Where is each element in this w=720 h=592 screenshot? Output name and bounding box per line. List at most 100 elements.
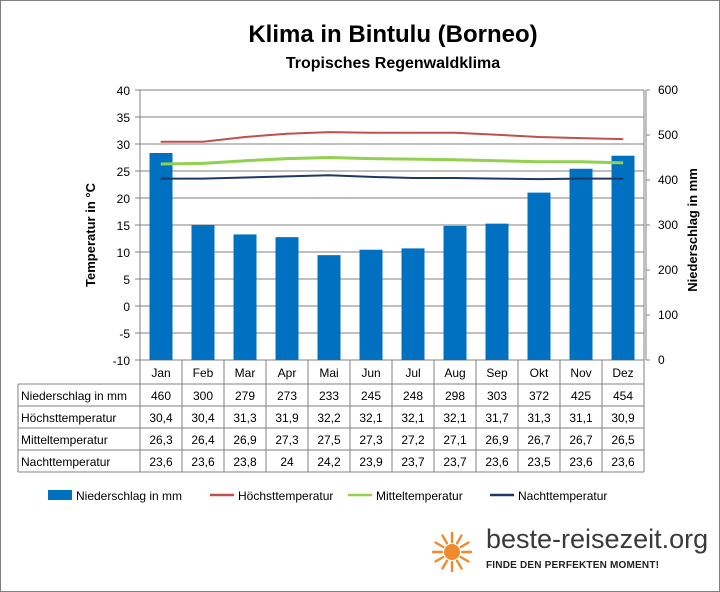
line-point	[412, 132, 414, 134]
table-cell: 23,7	[401, 455, 425, 469]
line-series-1	[161, 131, 624, 143]
table-row-header: Niederschlag in mm	[21, 389, 127, 403]
line-point	[160, 177, 162, 180]
table-row-header: Höchsttemperatur	[21, 411, 116, 425]
table-cell: 298	[445, 389, 465, 403]
y-right-axis-title: Niederschlag in mm	[685, 168, 700, 292]
y-left-tick-label: 5	[123, 273, 130, 287]
table-cell: 23,6	[149, 455, 173, 469]
table-cell: 372	[529, 389, 549, 403]
table-cell: 27,1	[443, 433, 467, 447]
line-point	[328, 174, 330, 176]
y-right-tick-label: 500	[658, 128, 678, 142]
table-cell: 31,7	[485, 411, 509, 425]
table-cell: 26,7	[527, 433, 551, 447]
sun-ray	[441, 559, 449, 570]
bar-jul	[401, 248, 425, 360]
table-cell: 233	[319, 389, 339, 403]
line-point	[496, 160, 498, 162]
line-point	[244, 136, 246, 138]
line-point	[160, 163, 162, 165]
y-left-tick-label: 10	[117, 246, 131, 260]
sun-ray	[459, 541, 470, 549]
sun-ray	[459, 555, 470, 563]
table-cell: 23,7	[443, 455, 467, 469]
table-cell: 32,1	[401, 411, 425, 425]
y-right-tick-label: 0	[658, 353, 665, 367]
x-tick-label: Mar	[235, 366, 256, 380]
line-point	[244, 176, 246, 179]
table-cell: 23,5	[527, 455, 551, 469]
line-point	[286, 175, 288, 177]
table-cell: 26,9	[485, 433, 509, 447]
y-left-tick-label: 20	[117, 192, 131, 206]
y-left-tick-label: 15	[117, 219, 131, 233]
y-right-tick-label: 100	[658, 308, 678, 322]
table-cell: 27,3	[359, 433, 383, 447]
brand-logo[interactable]: beste-reisezeit.org FINDE DEN PERFEKTEN …	[428, 522, 718, 582]
x-tick-label: Sep	[486, 366, 508, 380]
bar-jan	[149, 153, 173, 360]
y-right-tick-label: 200	[658, 263, 678, 277]
x-tick-label: Jul	[405, 366, 420, 380]
table-cell: 23,6	[569, 455, 593, 469]
line-point	[328, 156, 330, 159]
bar-mar	[233, 234, 257, 360]
sun-ray	[455, 534, 463, 545]
table-cell: 23,6	[485, 455, 509, 469]
y-left-tick-label: -10	[113, 354, 131, 368]
x-tick-label: Aug	[444, 366, 465, 380]
line-point	[160, 141, 162, 143]
table-cell: 23,6	[191, 455, 215, 469]
y-right-tick-label: 600	[658, 83, 678, 97]
line-point	[580, 177, 582, 180]
bar-okt	[527, 192, 551, 360]
table-cell: 460	[151, 389, 171, 403]
line-point	[244, 160, 246, 162]
line-series-2	[160, 156, 624, 166]
table-cell: 32,1	[359, 411, 383, 425]
table-cell: 32,2	[317, 411, 341, 425]
line-point	[202, 141, 204, 143]
table-cell: 30,4	[191, 411, 215, 425]
table-cell: 31,9	[275, 411, 299, 425]
x-tick-label: Mai	[319, 366, 338, 380]
table-cell: 32,1	[443, 411, 467, 425]
x-tick-label: Jun	[361, 366, 380, 380]
y-left-tick-label: 40	[117, 84, 131, 98]
table-row-header: Nachttemperatur	[21, 455, 110, 469]
bar-feb	[191, 225, 215, 360]
x-tick-label: Okt	[530, 366, 549, 380]
table-cell: 454	[613, 389, 633, 403]
y-right-tick-label: 400	[658, 173, 678, 187]
bar-jun	[359, 249, 383, 360]
y-left-tick-label: 25	[117, 165, 131, 179]
line-point	[580, 161, 582, 163]
y-right-tick-label: 300	[658, 218, 678, 232]
y-left-tick-label: 35	[117, 111, 131, 125]
table-cell: 27,5	[317, 433, 341, 447]
line-series-3	[161, 174, 623, 181]
sun-ray	[455, 559, 463, 570]
bar-dez	[611, 155, 635, 360]
table-cell: 30,9	[611, 411, 635, 425]
y-left-tick-label: 30	[117, 138, 131, 152]
sun-ray	[434, 555, 445, 563]
bar-apr	[275, 237, 299, 360]
bar-sep	[485, 223, 509, 360]
table-cell: 24,2	[317, 455, 341, 469]
table-cell: 27,2	[401, 433, 425, 447]
sun-ray	[434, 541, 445, 549]
line-point	[370, 132, 372, 134]
line-point	[412, 177, 414, 179]
chart-title: Klima in Bintulu (Borneo)	[248, 21, 537, 48]
x-tick-label: Jan	[151, 366, 170, 380]
legend-swatch-bar	[48, 490, 72, 500]
table-cell: 23,8	[233, 455, 257, 469]
table-cell: 31,3	[527, 411, 551, 425]
sun-icon	[431, 531, 473, 572]
y-left-tick-label: -5	[119, 327, 130, 341]
line-point	[370, 176, 372, 178]
table-cell: 26,4	[191, 433, 215, 447]
